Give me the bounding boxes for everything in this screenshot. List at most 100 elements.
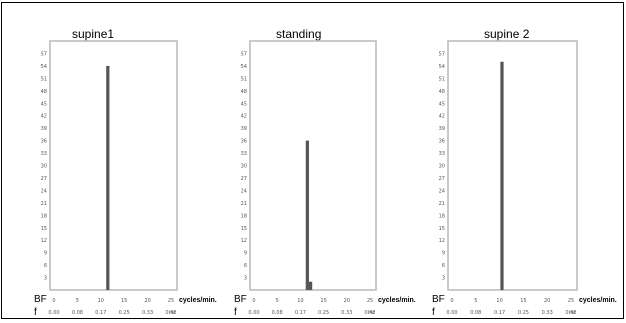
panel3-y-tick-label: 3 — [442, 276, 445, 282]
panel1-bf-tick-label: 5 — [76, 298, 79, 304]
panel2-bar — [309, 281, 313, 290]
panel1-bf-tick-label: 10 — [98, 298, 104, 304]
panel2-y-tick-label: 18 — [241, 213, 247, 219]
panel2-y-tick-label: 24 — [241, 188, 247, 194]
panel3-f-tick-label: 0.17 — [494, 310, 505, 316]
panel2-f-tick-label: 0.08 — [272, 310, 283, 316]
panel3-y-tick-label: 6 — [442, 263, 445, 269]
panel2-f-tick-label: 0.33 — [341, 310, 352, 316]
panel2-f-tick-label: 0.42 — [364, 310, 375, 316]
panel3-y-tick-label: 24 — [439, 188, 445, 194]
panel2-f-unit-label: Hz — [368, 310, 375, 316]
panel2-plot-frame — [249, 40, 377, 291]
panel3-bf-tick-label: 0 — [450, 298, 453, 304]
panel2-bf-tick-label: 0 — [252, 298, 255, 304]
panel3-f-tick-label: 0.00 — [446, 310, 457, 316]
panel3-bar — [500, 61, 504, 290]
panel1-bf-tick-label: 15 — [121, 298, 127, 304]
panel2-y-tick-label: 9 — [244, 251, 247, 257]
panel1-f-tick-label: 0.00 — [48, 310, 59, 316]
chart-title-standing: standing — [276, 27, 322, 41]
panel3-bf-tick-label: 25 — [568, 298, 574, 304]
panel1-bf-tick-label: 20 — [144, 298, 150, 304]
panel3-f-tick-label: 0.42 — [565, 310, 576, 316]
panel3-y-tick-label: 12 — [439, 238, 445, 244]
panel1-y-tick-label: 9 — [44, 251, 47, 257]
panel2-y-tick-label: 54 — [241, 64, 247, 70]
panel3-plot-frame — [447, 40, 578, 291]
panel3-f-tick-label: 0.25 — [518, 310, 529, 316]
panel2-y-tick-label: 6 — [244, 263, 247, 269]
panel3-y-tick-label: 9 — [442, 251, 445, 257]
panel1-bar — [106, 65, 110, 291]
panel3-bf-tick-label: 15 — [520, 298, 526, 304]
panel2-bar — [305, 140, 309, 290]
panel1-f-tick-label: 0.42 — [165, 310, 176, 316]
panel1-f-tick-label: 0.25 — [119, 310, 130, 316]
panel1-plot-frame — [49, 40, 178, 291]
panel2-y-tick-label: 30 — [241, 164, 247, 170]
panel1-y-tick-label: 51 — [41, 76, 47, 82]
panel2-f-tick-label: 0.17 — [295, 310, 306, 316]
panel2-y-tick-label: 57 — [241, 51, 247, 57]
panel3-y-tick-label: 45 — [439, 101, 445, 107]
panel1-y-tick-label: 30 — [41, 164, 47, 170]
panel3-y-tick-label: 33 — [439, 151, 445, 157]
panel2-y-tick-label: 3 — [244, 276, 247, 282]
panel3-y-tick-label: 54 — [439, 64, 445, 70]
panel3-bf-row-label: BF — [432, 294, 445, 305]
panel1-y-tick-label: 42 — [41, 114, 47, 120]
panel2-y-tick-label: 36 — [241, 139, 247, 145]
panel1-y-tick-label: 33 — [41, 151, 47, 157]
panel1-y-tick-label: 24 — [41, 188, 47, 194]
panel1-f-tick-label: 0.08 — [72, 310, 83, 316]
panel3-y-tick-label: 18 — [439, 213, 445, 219]
panel2-y-tick-label: 45 — [241, 101, 247, 107]
panel1-f-unit-label: Hz — [169, 310, 176, 316]
panel1-y-tick-label: 3 — [44, 276, 47, 282]
panel3-y-tick-label: 51 — [439, 76, 445, 82]
panel1-bf-tick-label: 0 — [52, 298, 55, 304]
panel3-y-tick-label: 39 — [439, 126, 445, 132]
panel1-y-tick-label: 6 — [44, 263, 47, 269]
panel2-y-tick-label: 51 — [241, 76, 247, 82]
panel1-y-tick-label: 57 — [41, 51, 47, 57]
panel1-y-tick-label: 27 — [41, 176, 47, 182]
figure-frame — [1, 2, 624, 319]
panel2-y-tick-label: 15 — [241, 226, 247, 232]
panel1-y-tick-label: 48 — [41, 89, 47, 95]
panel3-y-tick-label: 48 — [439, 89, 445, 95]
panel2-y-tick-label: 33 — [241, 151, 247, 157]
panel2-bf-tick-label: 5 — [276, 298, 279, 304]
panel3-f-tick-label: 0.33 — [542, 310, 553, 316]
panel3-f-tick-label: 0.08 — [470, 310, 481, 316]
panel1-y-tick-label: 45 — [41, 101, 47, 107]
panel3-x-unit-label: cycles/min. — [579, 297, 617, 304]
panel2-y-tick-label: 42 — [241, 114, 247, 120]
panel2-bf-tick-label: 20 — [344, 298, 350, 304]
panel1-f-tick-label: 0.33 — [142, 310, 153, 316]
panel1-y-tick-label: 39 — [41, 126, 47, 132]
panel2-y-tick-label: 39 — [241, 126, 247, 132]
panel2-y-tick-label: 12 — [241, 238, 247, 244]
panel1-y-tick-label: 18 — [41, 213, 47, 219]
panel1-x-unit-label: cycles/min. — [179, 297, 217, 304]
panel3-y-tick-label: 21 — [439, 201, 445, 207]
panel1-f-row-label: f — [34, 307, 37, 318]
panel1-y-tick-label: 21 — [41, 201, 47, 207]
panel2-y-tick-label: 48 — [241, 89, 247, 95]
panel2-bf-row-label: BF — [234, 294, 247, 305]
panel2-bf-tick-label: 25 — [367, 298, 373, 304]
panel3-f-unit-label: Hz — [569, 310, 576, 316]
panel2-x-unit-label: cycles/min. — [378, 297, 416, 304]
panel1-bf-tick-label: 25 — [168, 298, 174, 304]
panel3-y-tick-label: 30 — [439, 164, 445, 170]
panel3-bf-tick-label: 10 — [496, 298, 502, 304]
panel2-f-tick-label: 0.00 — [248, 310, 259, 316]
panel3-y-tick-label: 36 — [439, 139, 445, 145]
panel3-f-row-label: f — [432, 307, 435, 318]
panel2-f-row-label: f — [234, 307, 237, 318]
panel3-y-tick-label: 42 — [439, 114, 445, 120]
panel1-bf-row-label: BF — [34, 294, 47, 305]
